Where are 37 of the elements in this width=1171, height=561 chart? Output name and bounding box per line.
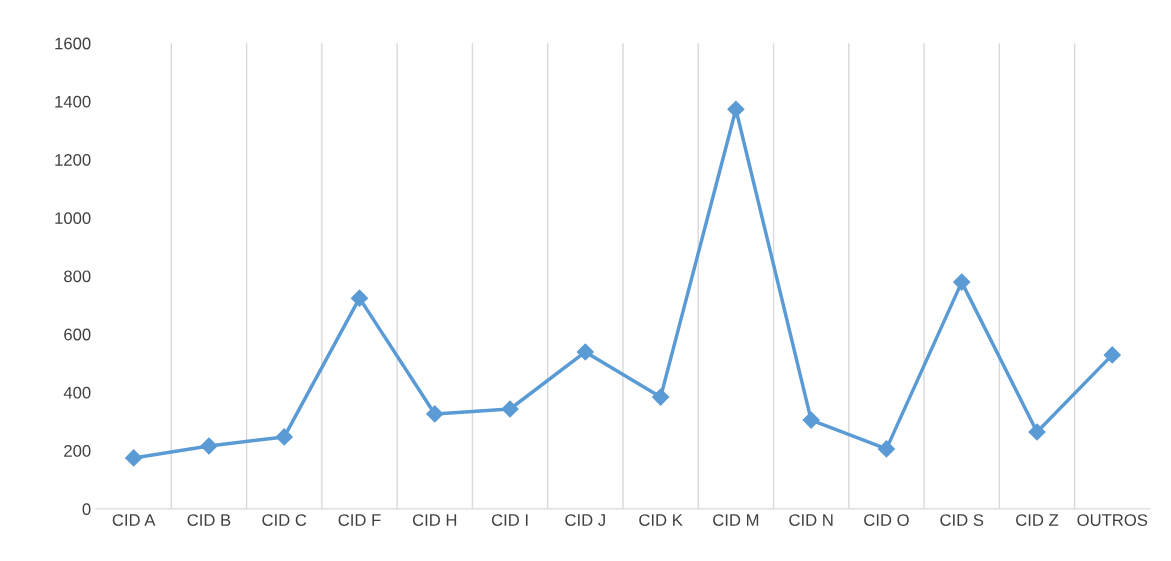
x-tick-label: OUTROS: [1077, 514, 1148, 526]
x-tick-label: CID S: [940, 514, 984, 526]
point: [576, 343, 594, 361]
point: [125, 449, 143, 467]
point: [652, 388, 670, 406]
y-tick-label: 1200: [55, 154, 91, 166]
point: [727, 100, 745, 118]
x-tick-label: CID K: [639, 514, 683, 526]
x-tick-label: CID F: [338, 514, 381, 526]
x-tick-label: CID C: [262, 514, 307, 526]
point: [275, 428, 293, 446]
y-tick-label: 1600: [55, 37, 91, 50]
point: [802, 411, 820, 429]
point: [350, 289, 369, 307]
point: [426, 405, 444, 423]
x-tick-label: CID M: [713, 514, 759, 526]
x-tick-label: CID H: [412, 514, 457, 526]
y-tick-label: 600: [64, 328, 91, 341]
y-tick-label: 0: [82, 503, 91, 516]
x-tick-label: CID I: [491, 514, 528, 526]
x-tick-label: CID J: [565, 514, 605, 526]
point: [200, 437, 218, 455]
y-tick-label: 1400: [55, 95, 91, 108]
x-tick-label: CID N: [789, 514, 833, 526]
y-tick-label: 800: [64, 270, 91, 283]
x-tick-label: CID B: [187, 514, 231, 526]
y-tick-label: 400: [63, 386, 91, 399]
x-tick-label: CID A: [112, 514, 156, 526]
y-tick-label: 1000: [55, 212, 91, 225]
point: [953, 273, 971, 291]
x-tick-label: CID O: [864, 514, 909, 526]
x-tick-label: CID Z: [1016, 514, 1059, 526]
point: [1028, 423, 1046, 441]
point: [501, 400, 519, 418]
y-tick-label: 200: [64, 445, 91, 457]
point: [1103, 346, 1121, 364]
point: [877, 440, 895, 458]
